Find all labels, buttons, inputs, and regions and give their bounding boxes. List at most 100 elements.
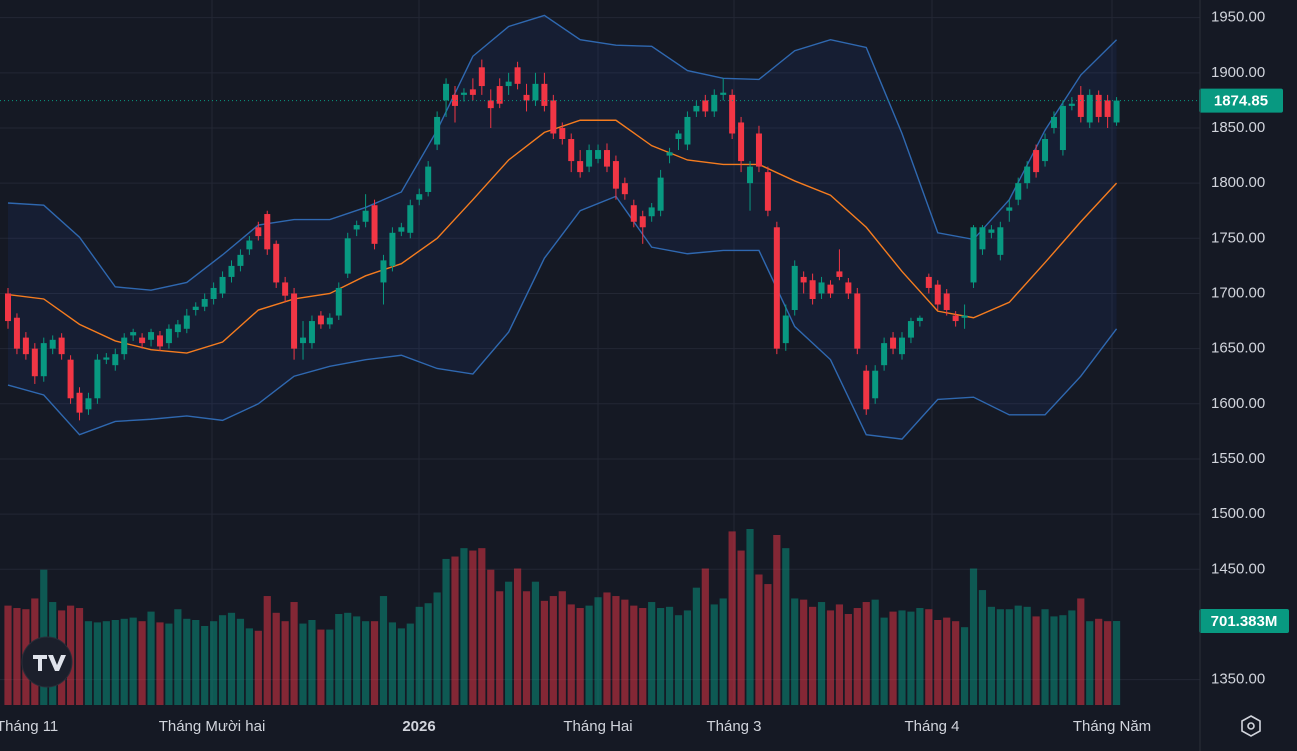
volume-bar	[809, 606, 817, 705]
volume-bar	[540, 600, 548, 705]
candle-body	[1068, 103, 1075, 106]
volume-bar	[737, 550, 745, 705]
logo[interactable]	[21, 636, 73, 688]
volume-bar	[93, 622, 101, 705]
volume-bar	[192, 619, 200, 705]
volume-bar	[1005, 609, 1013, 705]
candle-body	[264, 214, 271, 250]
candle-body	[747, 166, 754, 184]
volume-bar	[817, 602, 826, 705]
volume-bar	[952, 621, 960, 705]
y-tick-label: 1750.00	[1211, 229, 1265, 246]
candle-body	[362, 210, 369, 222]
volume-bar	[299, 623, 307, 705]
x-tick-label: Tháng Hai	[563, 718, 632, 735]
volume-bar	[880, 617, 888, 705]
candle-body	[22, 337, 29, 355]
candle-body	[961, 315, 968, 318]
y-tick-label: 1800.00	[1211, 174, 1265, 191]
volume-bar	[567, 604, 575, 705]
volume-bar	[683, 610, 692, 705]
volume-bar	[406, 623, 414, 705]
settings-button[interactable]	[1241, 715, 1261, 737]
candle-body	[1006, 207, 1013, 211]
volume-bar	[75, 608, 84, 705]
candle-body	[612, 161, 619, 189]
candle-body	[94, 359, 101, 399]
volume-bar	[916, 608, 924, 705]
volume-bar	[960, 627, 969, 705]
volume-bar	[156, 622, 164, 705]
volume-bar	[174, 609, 182, 705]
candle-body	[702, 100, 709, 112]
candle-body	[1033, 150, 1040, 173]
candle-body	[648, 207, 655, 217]
volume-bar	[281, 621, 289, 705]
volume-bar	[138, 621, 146, 705]
volume-bar	[665, 606, 674, 705]
x-tick-label: Tháng 3	[706, 718, 761, 735]
candle-body	[541, 83, 548, 106]
volume-bar	[424, 603, 432, 705]
candle-body	[782, 315, 789, 344]
volume-bar	[183, 618, 191, 705]
candle-body	[1104, 100, 1111, 117]
candle-body	[282, 282, 289, 296]
volume-bar	[1059, 615, 1067, 705]
candle-body	[487, 100, 494, 109]
candle-body	[916, 317, 923, 322]
candle-body	[773, 227, 780, 349]
volume-bar	[826, 610, 835, 705]
candle-body	[890, 337, 897, 349]
volume-bar	[934, 619, 942, 705]
volume-bar	[13, 608, 21, 705]
candle-body	[443, 83, 450, 101]
volume-bar	[630, 605, 638, 705]
candle-body	[192, 306, 199, 311]
volume-bar	[862, 602, 870, 705]
candle-body	[273, 243, 280, 283]
volume-bar	[1104, 621, 1112, 705]
volume-bar	[987, 606, 995, 705]
settings-icon	[1241, 715, 1261, 737]
candle-body	[952, 315, 959, 322]
candle-body	[997, 227, 1004, 255]
y-tick-label: 1900.00	[1211, 64, 1265, 81]
candle-body	[523, 94, 530, 101]
volume-bar	[585, 605, 593, 705]
candle-body	[148, 332, 155, 340]
candle-body	[854, 293, 861, 349]
volume-bar	[362, 621, 370, 705]
candle-body	[344, 238, 351, 274]
candle-body	[505, 81, 512, 87]
volume-bar	[451, 556, 459, 705]
y-tick-label: 1600.00	[1211, 395, 1265, 412]
volume-label-box	[1199, 609, 1289, 634]
candle-body	[791, 265, 798, 311]
candle-body	[800, 276, 807, 283]
volume-bar	[612, 596, 620, 705]
candle-body	[5, 293, 11, 322]
candle-body	[255, 227, 262, 237]
candle-body	[460, 92, 467, 95]
candle-body	[416, 194, 423, 200]
candle-body	[899, 337, 905, 355]
volume-bar	[639, 608, 647, 705]
candle-body	[31, 348, 38, 377]
candle-body	[67, 359, 74, 399]
volume-bar	[415, 606, 423, 705]
candle-body	[103, 357, 110, 360]
candle-body	[577, 161, 584, 173]
volume-bar	[889, 611, 897, 705]
volume-bar	[84, 621, 93, 705]
volume-bar	[388, 622, 397, 705]
volume-bar	[594, 597, 602, 705]
volume-bar	[1023, 606, 1031, 705]
y-tick-label: 1350.00	[1211, 671, 1265, 688]
volume-bar	[925, 609, 933, 705]
volume-bar	[1077, 598, 1085, 705]
x-tick-label: Tháng Mười hai	[159, 718, 266, 735]
candle-body	[881, 343, 888, 366]
candle-body	[970, 227, 977, 283]
